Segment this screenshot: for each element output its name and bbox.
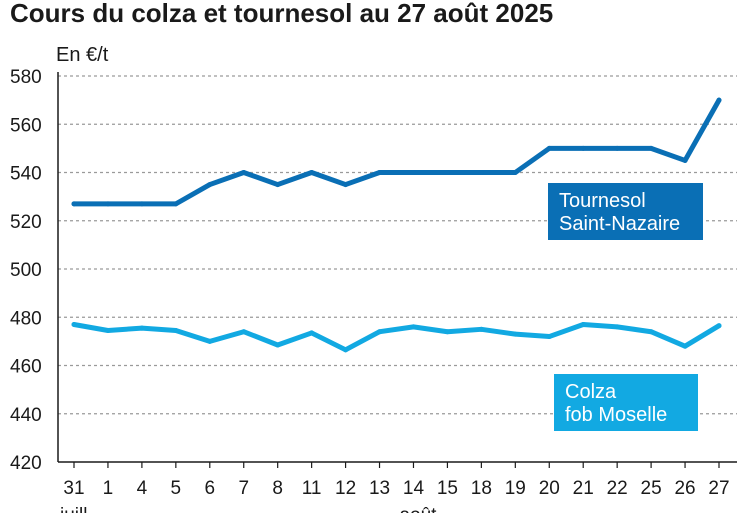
series-label-box [548,183,703,240]
data-point [478,326,484,332]
x-axis-ticks: 3114567811121314151819202122252627juill.… [59,462,730,513]
grid-lines [58,75,737,415]
series-group [71,97,722,353]
data-point [275,182,281,188]
x-tick-label: 8 [272,478,283,499]
data-point [444,329,450,335]
x-tick-label: 25 [641,478,662,499]
y-tick-label: 560 [10,115,42,136]
series-line [71,321,722,353]
data-point [71,321,77,327]
y-tick-label: 540 [10,164,42,185]
y-tick-label: 580 [10,67,42,88]
data-point [275,342,281,348]
y-tick-label: 440 [10,405,42,426]
x-tick-label: 4 [137,478,148,499]
series-label-text: Colza [565,381,617,403]
data-point [716,97,722,103]
data-point [309,170,315,175]
data-point [173,328,179,334]
y-tick-label: 420 [10,453,42,474]
data-point [241,170,247,175]
series-label-text: Tournesol [559,190,646,212]
data-point [614,324,620,330]
data-point [207,182,213,188]
y-tick-label: 520 [10,212,42,233]
chart-title: Cours du colza et tournesol au 27 août 2… [10,0,554,28]
x-tick-label: 1 [103,478,114,499]
data-point [546,145,552,151]
x-tick-label: 19 [505,478,526,499]
data-point [139,201,145,207]
data-point [377,329,383,335]
y-tick-label: 500 [10,260,42,281]
x-tick-label: 31 [63,478,84,499]
series-line [71,97,722,207]
y-tick-label: 480 [10,308,42,329]
data-point [377,170,383,175]
x-tick-label: 26 [674,478,695,499]
data-point [580,321,586,327]
data-point [648,145,654,151]
data-point [105,328,111,334]
series-label-box [554,374,698,431]
data-point [716,323,722,329]
x-tick-label: 6 [205,478,216,499]
month-label: août [399,505,437,513]
x-tick-label: 5 [171,478,182,499]
data-point [682,157,688,163]
y-axis-ticks: 420 440 460 480 500 520 540 560 580 [10,67,42,474]
x-tick-label: 14 [403,478,425,499]
data-point [580,145,586,151]
x-tick-label: 27 [708,478,729,499]
data-point [173,201,179,207]
data-point [648,329,654,335]
x-tick-label: 15 [437,478,458,499]
series-label-text: Saint-Nazaire [559,213,680,235]
y-tick-label: 460 [10,357,42,378]
data-point [512,331,518,337]
x-tick-label: 18 [471,478,492,499]
data-point [512,170,518,175]
x-tick-label: 7 [238,478,249,499]
data-point [343,347,349,353]
x-tick-label: 12 [335,478,356,499]
data-point [546,334,552,340]
data-point [444,170,450,175]
data-point [105,201,111,207]
y-axis-unit-label: En €/t [56,44,109,66]
data-point [682,343,688,349]
data-point [309,330,315,336]
data-point [478,170,484,175]
data-point [207,338,213,344]
data-point [343,182,349,188]
x-tick-label: 21 [573,478,594,499]
x-tick-label: 13 [369,478,390,499]
data-point [410,324,416,330]
x-tick-label: 20 [539,478,560,499]
data-point [71,201,77,207]
month-label: juill. [59,505,93,513]
x-tick-label: 11 [302,478,322,499]
data-point [139,325,145,331]
data-point [410,170,416,175]
series-label-text: fob Moselle [565,404,667,426]
x-tick-label: 22 [607,478,628,499]
data-point [241,329,247,335]
data-point [614,145,620,151]
